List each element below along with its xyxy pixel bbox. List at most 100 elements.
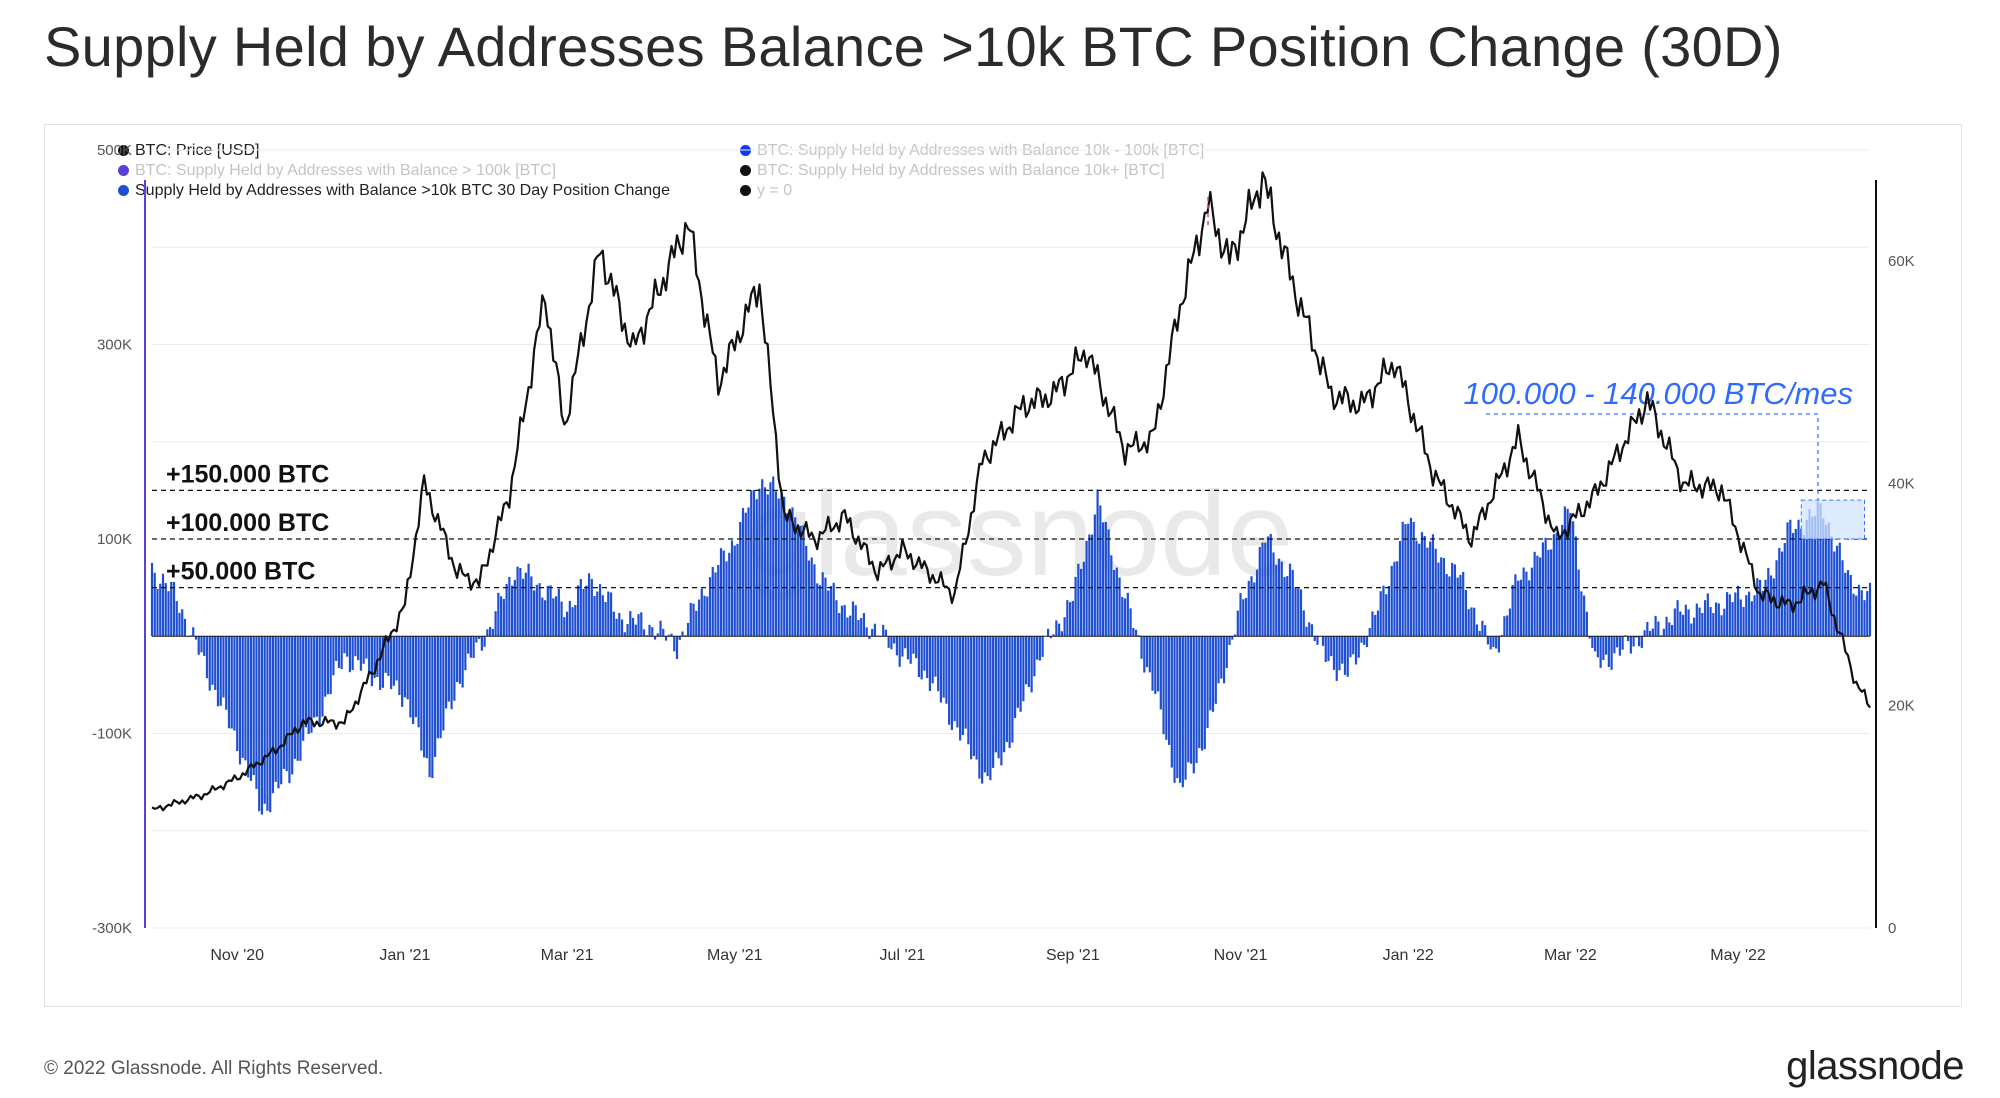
bar	[508, 576, 511, 637]
bar	[1280, 561, 1283, 637]
legend-dot-icon	[118, 165, 129, 176]
bar	[1745, 595, 1748, 637]
bar	[1648, 630, 1652, 637]
bar	[1297, 588, 1300, 637]
bar	[598, 584, 602, 637]
bar	[1844, 572, 1847, 637]
bar	[934, 636, 937, 677]
bar	[997, 636, 1000, 759]
legend-label: BTC: Supply Held by Addresses with Balan…	[757, 162, 1165, 179]
bar	[736, 543, 739, 637]
bar	[1036, 636, 1039, 660]
bar	[227, 636, 231, 729]
bar	[604, 601, 607, 637]
bar	[1239, 593, 1242, 637]
bar	[1294, 587, 1297, 637]
bar	[431, 636, 434, 779]
bar	[1525, 571, 1528, 637]
bar	[1657, 621, 1660, 637]
legend-item[interactable]: Supply Held by Addresses with Balance >1…	[118, 182, 670, 200]
bar	[1621, 636, 1624, 650]
bar	[1492, 636, 1495, 648]
reference-line-label: +150.000 BTC	[166, 460, 329, 488]
legend-item[interactable]: BTC: Supply Held by Addresses with Balan…	[740, 162, 1165, 180]
bar	[1662, 628, 1665, 637]
bar	[315, 636, 319, 717]
bar	[1118, 577, 1121, 637]
x-tick-label: Nov '21	[1214, 947, 1268, 964]
bar	[926, 636, 929, 679]
bar	[1541, 542, 1544, 637]
bar	[549, 585, 552, 637]
bar	[634, 624, 637, 637]
bar	[1503, 616, 1506, 637]
bar	[1459, 574, 1462, 637]
bar	[205, 636, 209, 679]
bar	[1379, 591, 1382, 637]
bar	[906, 636, 910, 660]
bar	[403, 636, 406, 698]
bar	[1547, 549, 1550, 637]
bar	[989, 636, 992, 781]
bar	[1088, 534, 1091, 637]
bar	[1129, 608, 1132, 637]
bar	[1627, 636, 1630, 642]
legend-item[interactable]: y = 0	[740, 182, 792, 200]
bar	[838, 613, 841, 637]
legend-dot-icon	[118, 185, 129, 196]
bar	[1255, 569, 1259, 637]
bar	[1725, 592, 1729, 637]
bar	[1393, 561, 1396, 637]
bar	[203, 636, 206, 656]
annotation-leader	[1486, 413, 1819, 501]
x-tick-label: Sep '21	[1046, 947, 1100, 964]
bar	[917, 636, 921, 678]
bar	[1407, 523, 1410, 637]
bar	[574, 604, 577, 637]
bar	[428, 636, 431, 778]
bar	[1176, 636, 1179, 779]
bar	[840, 605, 844, 637]
bar	[631, 617, 635, 637]
bar	[285, 636, 288, 772]
bar	[681, 631, 684, 637]
x-tick-label: Mar '22	[1544, 947, 1597, 964]
bar	[458, 636, 461, 684]
bar	[178, 612, 181, 637]
bar	[412, 636, 415, 725]
bar	[379, 636, 382, 690]
bar	[1448, 576, 1451, 637]
bar	[340, 636, 343, 670]
bar	[571, 607, 574, 637]
bar	[554, 596, 558, 637]
bar	[829, 586, 833, 637]
bar	[1596, 636, 1599, 658]
bar	[1140, 636, 1143, 659]
bar	[994, 636, 997, 753]
bar	[1580, 591, 1583, 637]
bar	[843, 604, 846, 637]
bar	[1305, 626, 1308, 637]
x-tick-label: Jul '21	[880, 947, 926, 964]
bar	[1093, 514, 1096, 637]
bar	[475, 636, 478, 643]
bar	[1272, 552, 1275, 637]
bar	[156, 588, 159, 637]
bar	[1231, 636, 1234, 640]
bar	[1822, 518, 1825, 637]
bar	[456, 636, 459, 683]
bar	[326, 636, 330, 695]
bar	[414, 636, 417, 718]
bar	[1616, 636, 1619, 648]
bar	[439, 636, 442, 739]
bar	[1706, 593, 1709, 637]
y-left-tick-label: 100K	[97, 531, 132, 548]
bar	[337, 636, 341, 668]
bar	[172, 581, 176, 637]
bar	[1173, 636, 1176, 783]
bar	[706, 596, 709, 637]
legend-label: BTC: Supply Held by Addresses with Balan…	[135, 162, 557, 179]
bar	[1863, 600, 1866, 637]
bar	[1360, 636, 1363, 643]
legend-item[interactable]: BTC: Supply Held by Addresses with Balan…	[118, 162, 556, 180]
